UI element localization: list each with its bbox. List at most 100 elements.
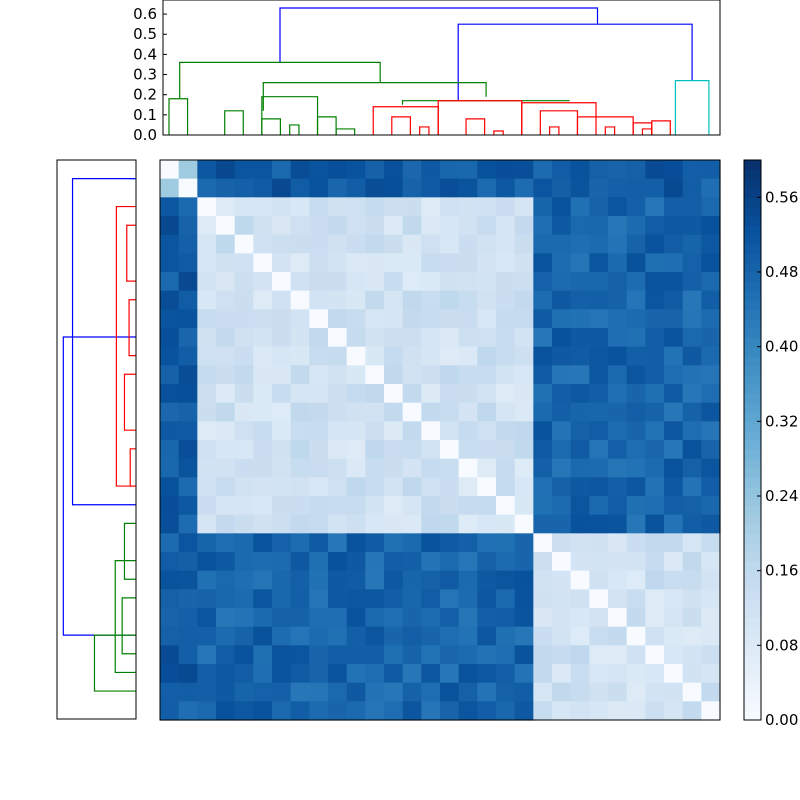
heatmap-cell [496,402,516,422]
heatmap-cell [346,234,366,254]
colorbar-segment [744,477,761,488]
heatmap-cell [552,253,572,273]
colorbar-segment [744,580,761,590]
heatmap-cell [458,458,478,478]
heatmap-cell [402,477,422,497]
heatmap-cell [626,197,646,217]
heatmap-cell [626,682,646,702]
heatmap-cell [253,272,273,292]
heatmap-cell [216,589,236,609]
heatmap-cell [346,178,366,198]
heatmap-cell [645,496,665,516]
heatmap-cell [664,514,684,534]
heatmap-cell [216,664,236,684]
colorbar-segment [744,309,761,320]
heatmap-cell [346,440,366,460]
dendrogram-link [129,448,136,487]
heatmap-cell [440,421,460,441]
heatmap-cell [440,514,460,534]
colorbar-segment [744,440,761,450]
heatmap-cell [309,421,329,441]
dendrogram-link [261,96,319,135]
colorbar-segment [744,645,761,656]
heatmap-cell [272,626,292,646]
heatmap-cell [197,440,217,460]
heatmap-cell [608,421,628,441]
heatmap-cell [626,328,646,348]
heatmap-cell [253,421,273,441]
heatmap-cell [346,421,366,441]
top-dendrogram [168,7,710,135]
heatmap-cell [421,160,441,180]
heatmap-cell [514,626,534,646]
heatmap-cell [440,272,460,292]
heatmap-cell [682,384,702,404]
heatmap-cell [290,216,310,236]
heatmap-cell [309,458,329,478]
heatmap-cell [421,682,441,702]
heatmap-cell [253,682,273,702]
heatmap-cell [421,626,441,646]
colorbar-segment [744,290,761,301]
heatmap-cell [234,514,254,534]
heatmap-cell [309,160,329,180]
heatmap-cell [290,421,310,441]
heatmap-cell [402,160,422,180]
colorbar-segment [744,514,761,525]
heatmap-cell [533,514,553,534]
heatmap-cell [272,440,292,460]
heatmap-cell [346,514,366,534]
dendrogram-link [604,126,616,135]
heatmap-cell [458,346,478,366]
heatmap-cell [664,477,684,497]
heatmap-cell [458,514,478,534]
heatmap-cell [234,458,254,478]
heatmap-cell [552,421,572,441]
colorbar-segment [744,412,761,422]
dendrogram-link [179,61,381,99]
heatmap-cell [533,309,553,329]
colorbar-segment [744,617,761,628]
heatmap-cell [384,608,404,628]
heatmap-cell [421,272,441,292]
colorbar-segment [744,673,761,684]
heatmap-cell [384,514,404,534]
colorbar-segment [744,589,761,600]
heatmap-cell [589,589,609,609]
colorbar-segment [744,262,761,273]
heatmap-cell [570,626,590,646]
heatmap-cell [216,682,236,702]
heatmap-cell [328,626,348,646]
heatmap-cell [552,608,572,628]
heatmap-cell [346,496,366,516]
heatmap-cell [365,328,385,348]
heatmap-cell [178,645,198,665]
heatmap-cell [645,290,665,310]
heatmap-cell [346,197,366,217]
heatmap-cell [160,552,180,572]
heatmap-cell [682,608,702,628]
heatmap-cell [160,533,180,553]
heatmap-cell [309,365,329,385]
heatmap-cell [328,384,348,404]
heatmap-cell [477,533,497,553]
heatmap-cell [570,440,590,460]
heatmap-cell [440,365,460,385]
dendrogram-link [121,597,136,655]
heatmap-cell [421,253,441,273]
colorbar-segment [744,486,761,497]
heatmap-cell [253,645,273,665]
colorbar-tick-label: 0.16 [765,562,798,580]
heatmap-cell [384,458,404,478]
heatmap-cell [197,309,217,329]
heatmap-cell [272,160,292,180]
heatmap-cell [178,496,198,516]
heatmap-cell [440,552,460,572]
heatmap-cell [328,552,348,572]
heatmap-cell [440,402,460,422]
heatmap-cell [197,234,217,254]
heatmap-cell [608,533,628,553]
heatmap-cell [402,197,422,217]
dendrogram-link [391,116,411,135]
heatmap-cell [514,290,534,310]
